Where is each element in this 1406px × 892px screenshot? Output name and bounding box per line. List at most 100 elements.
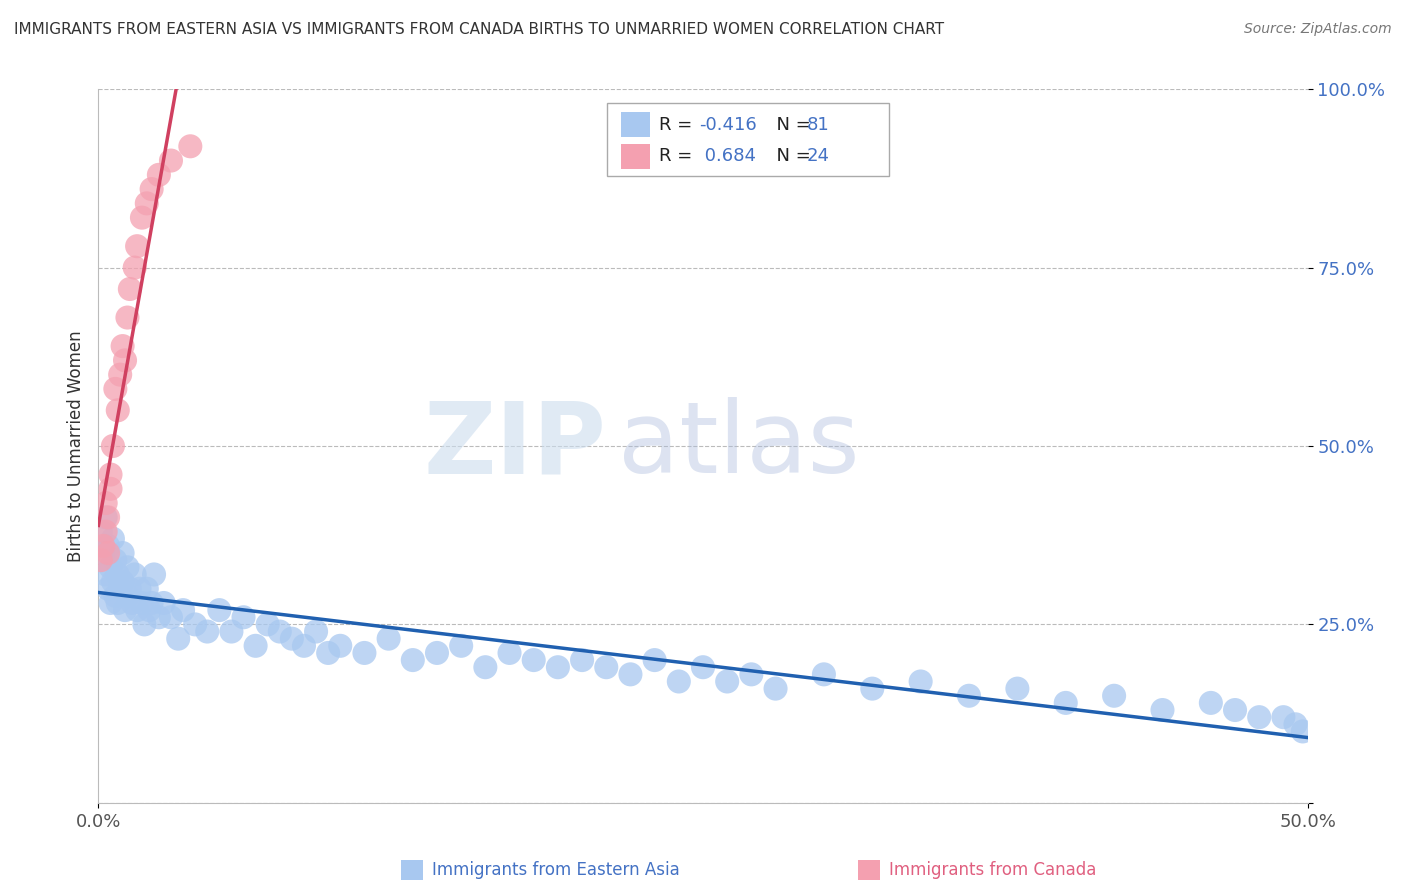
Point (141, 182, 163, 196)
Point (138, 603, 160, 617)
Point (114, 353, 136, 368)
Point (127, 239, 149, 253)
Point (474, 660, 496, 674)
Point (152, 596, 174, 610)
Point (141, 596, 163, 610)
Point (292, 639, 315, 653)
Point (94, 524, 117, 539)
Point (97, 510, 120, 524)
Point (121, 596, 143, 610)
Point (1199, 696, 1222, 710)
Point (104, 382, 127, 396)
Point (160, 153, 183, 168)
Point (94, 567, 117, 582)
Point (135, 196, 157, 211)
Point (97, 582, 120, 596)
Point (595, 660, 617, 674)
Point (172, 603, 194, 617)
Point (148, 168, 170, 182)
Point (256, 617, 278, 632)
Point (107, 403, 129, 417)
Point (377, 632, 399, 646)
Point (101, 439, 124, 453)
Text: ZIP: ZIP (423, 398, 606, 494)
Point (114, 603, 136, 617)
Point (1054, 696, 1077, 710)
Point (450, 639, 472, 653)
Point (208, 603, 231, 617)
Text: 0.684: 0.684 (699, 147, 756, 165)
Point (716, 674, 738, 689)
Point (765, 681, 787, 696)
Point (91, 539, 114, 553)
Point (94, 510, 117, 524)
Point (547, 660, 569, 674)
Point (97, 546, 120, 560)
Point (179, 139, 201, 153)
Point (128, 582, 150, 596)
Point (118, 282, 141, 296)
Point (813, 667, 835, 681)
Point (104, 553, 127, 567)
Point (245, 639, 267, 653)
Point (232, 610, 254, 624)
Point (131, 596, 153, 610)
Point (124, 567, 146, 582)
Point (131, 211, 153, 225)
Point (1292, 724, 1315, 739)
Text: N =: N = (765, 116, 817, 134)
Point (644, 653, 666, 667)
Point (97, 539, 120, 553)
Point (195, 624, 218, 639)
Point (305, 624, 328, 639)
Text: Immigrants from Eastern Asia: Immigrants from Eastern Asia (432, 861, 679, 879)
Text: 24: 24 (807, 147, 830, 165)
Point (860, 681, 883, 696)
Point (316, 646, 339, 660)
Text: R =: R = (659, 147, 699, 165)
Point (1223, 703, 1246, 717)
Point (1284, 717, 1306, 731)
Point (117, 310, 139, 325)
Point (1249, 710, 1271, 724)
Point (619, 667, 641, 681)
Text: atlas: atlas (619, 398, 860, 494)
Point (118, 582, 141, 596)
Point (269, 624, 291, 639)
Point (100, 482, 122, 496)
Point (134, 617, 156, 632)
Text: -0.416: -0.416 (699, 116, 756, 134)
Point (148, 610, 170, 624)
Point (91, 546, 114, 560)
Text: 81: 81 (807, 116, 830, 134)
Point (108, 368, 131, 382)
Point (167, 632, 190, 646)
Point (104, 589, 127, 603)
Point (668, 674, 690, 689)
Point (329, 639, 352, 653)
Point (94, 496, 117, 510)
Point (111, 574, 134, 589)
Point (107, 596, 129, 610)
Point (402, 653, 425, 667)
Point (108, 582, 131, 596)
Text: IMMIGRANTS FROM EASTERN ASIA VS IMMIGRANTS FROM CANADA BIRTHS TO UNMARRIED WOMEN: IMMIGRANTS FROM EASTERN ASIA VS IMMIGRAN… (14, 22, 945, 37)
Point (498, 646, 520, 660)
Point (127, 603, 149, 617)
Point (353, 646, 375, 660)
Point (692, 660, 714, 674)
Text: N =: N = (765, 147, 817, 165)
Point (101, 574, 124, 589)
Point (221, 624, 243, 639)
Text: Source: ZipAtlas.com: Source: ZipAtlas.com (1244, 22, 1392, 37)
Point (100, 596, 122, 610)
Y-axis label: Births to Unmarried Women: Births to Unmarried Women (66, 330, 84, 562)
Point (281, 632, 304, 646)
Point (117, 560, 139, 574)
Point (111, 339, 134, 353)
Point (1007, 681, 1029, 696)
Point (100, 560, 122, 574)
Point (117, 589, 139, 603)
Point (135, 582, 157, 596)
Point (100, 467, 122, 482)
